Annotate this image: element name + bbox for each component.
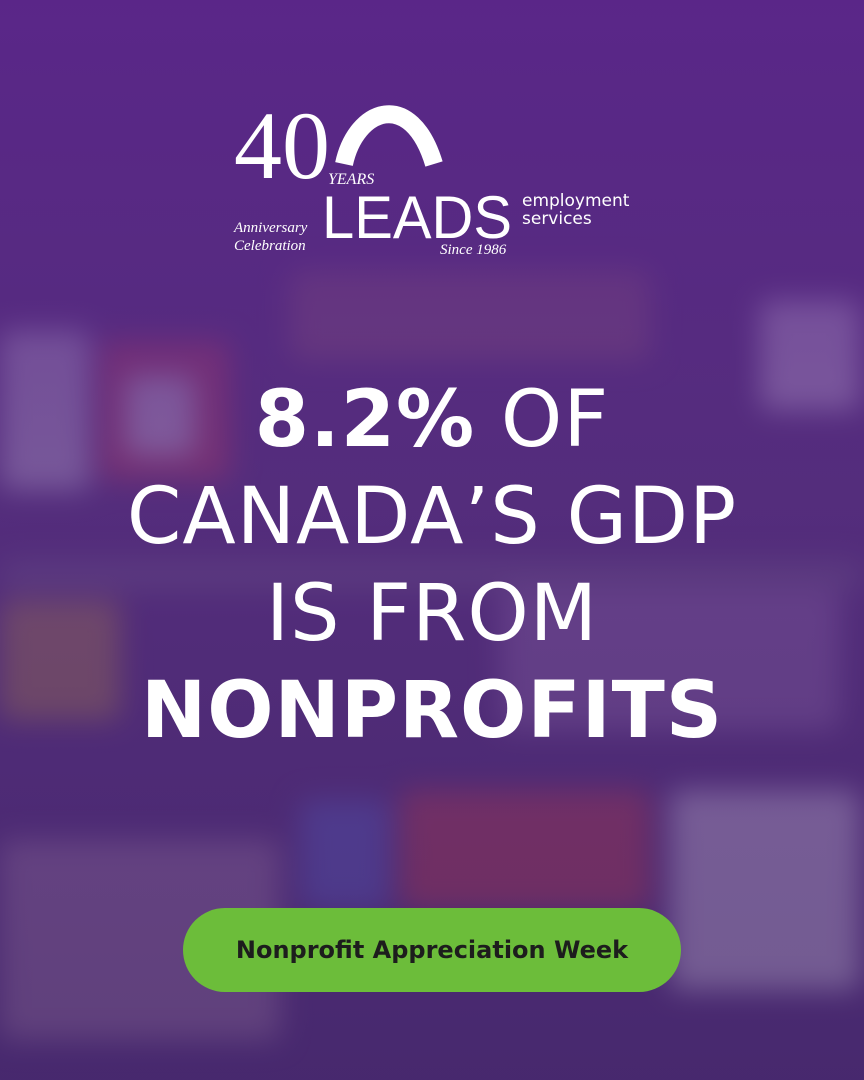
logo-number: 40 [234,92,330,199]
headline-text: OF [500,375,610,465]
logo-arc [335,105,443,167]
headline-emphasis: NONPROFITS [140,666,724,756]
logo: 40 YEARS LEADS employment services Anniv… [233,92,630,258]
headline-line: 8.2% OF [0,372,864,469]
logo-name: LEADS [322,184,512,251]
headline-line: NONPROFITS [0,663,864,760]
headline-line: CANADA’S GDP [126,472,738,562]
headline: 8.2% OF CANADA’S GDP IS FROM NONPROFITS [0,372,864,760]
logo-anniversary: Anniversary [233,220,308,236]
logo-celebration: Celebration [234,238,306,254]
cta-button[interactable]: Nonprofit Appreciation Week [183,908,681,992]
logo-tagline: services [522,209,592,229]
logo-years: YEARS [328,171,374,188]
logo-since: Since 1986 [440,242,507,258]
headline-line: IS FROM [265,569,599,659]
headline-stat: 8.2% [254,375,476,465]
logo-tagline: employment [522,191,630,211]
